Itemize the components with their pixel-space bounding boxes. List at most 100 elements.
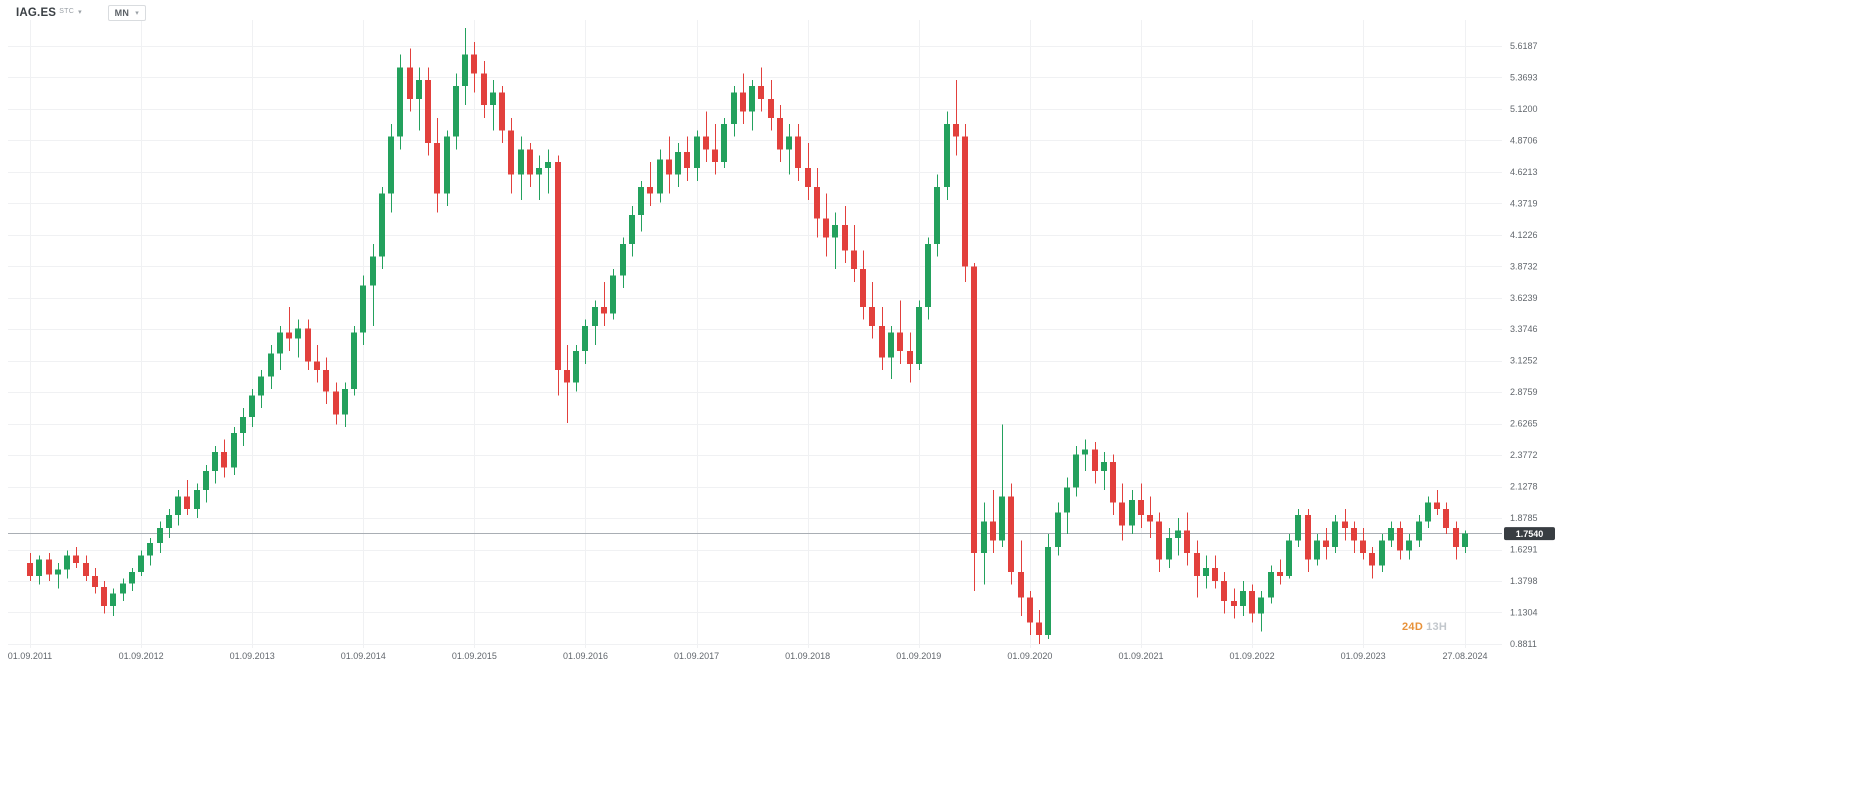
candle[interactable] <box>990 489 996 554</box>
candle[interactable] <box>768 79 774 131</box>
candle[interactable] <box>1138 483 1144 528</box>
candle[interactable] <box>786 124 792 175</box>
candle[interactable] <box>323 357 329 405</box>
candle[interactable] <box>1305 508 1311 573</box>
candle[interactable] <box>508 117 514 194</box>
candle[interactable] <box>221 439 227 478</box>
time-axis[interactable]: 01.09.2011 01.09.2012 01.09.2013 01.09.2014… <box>8 651 1488 661</box>
candle[interactable] <box>564 344 570 424</box>
candle[interactable] <box>694 130 700 181</box>
candle[interactable] <box>1147 496 1153 538</box>
candle[interactable] <box>638 180 644 232</box>
candle[interactable] <box>268 344 274 390</box>
candle[interactable] <box>1443 502 1449 535</box>
candle[interactable] <box>1453 521 1459 560</box>
candle[interactable] <box>592 300 598 345</box>
candle[interactable] <box>620 237 626 289</box>
candle[interactable] <box>712 124 718 175</box>
candle[interactable] <box>1249 584 1255 623</box>
candle[interactable] <box>203 464 209 503</box>
candle[interactable] <box>1184 512 1190 566</box>
candle[interactable] <box>518 136 524 200</box>
candle[interactable] <box>370 243 376 326</box>
candle[interactable] <box>1388 521 1394 547</box>
candle[interactable] <box>1369 546 1375 579</box>
candle[interactable] <box>869 281 875 339</box>
candle[interactable] <box>1314 534 1320 566</box>
candle[interactable] <box>1425 496 1431 528</box>
candle[interactable] <box>1295 508 1301 547</box>
candle[interactable] <box>231 426 237 475</box>
candle[interactable] <box>795 124 801 181</box>
candle[interactable] <box>1073 445 1079 497</box>
candle[interactable] <box>351 325 357 396</box>
candle[interactable] <box>1323 527 1329 560</box>
candle[interactable] <box>46 553 52 581</box>
candle[interactable] <box>610 269 616 320</box>
price-axis[interactable]: 5.6187 5.3693 5.1200 4.8706 4.6213 4.3719 4.12… <box>1510 41 1538 649</box>
candle[interactable] <box>83 555 89 581</box>
candle[interactable] <box>425 67 431 156</box>
candle[interactable] <box>545 149 551 194</box>
candle[interactable] <box>629 206 635 257</box>
candle[interactable] <box>295 319 301 358</box>
candle[interactable] <box>851 225 857 282</box>
candle[interactable] <box>157 521 163 554</box>
candle[interactable] <box>1110 454 1116 516</box>
candle[interactable] <box>1406 534 1412 560</box>
candle[interactable] <box>1351 521 1357 554</box>
candle[interactable] <box>277 325 283 371</box>
candle[interactable] <box>582 319 588 364</box>
candle[interactable] <box>1018 540 1024 617</box>
candle[interactable] <box>601 281 607 326</box>
candle[interactable] <box>962 124 968 282</box>
candle[interactable] <box>471 42 477 93</box>
candle[interactable] <box>1027 590 1033 636</box>
candle[interactable] <box>1119 483 1125 541</box>
candle[interactable] <box>499 86 505 143</box>
candle[interactable] <box>1082 439 1088 472</box>
candle[interactable] <box>1101 452 1107 490</box>
candle[interactable] <box>92 568 98 594</box>
candle[interactable] <box>1231 588 1237 619</box>
candle[interactable] <box>842 206 848 263</box>
candle[interactable] <box>573 344 579 392</box>
candle[interactable] <box>1156 512 1162 573</box>
candle[interactable] <box>333 382 339 425</box>
candle[interactable] <box>777 105 783 162</box>
candle[interactable] <box>703 111 709 162</box>
candle[interactable] <box>1166 527 1172 569</box>
candle[interactable] <box>907 332 913 383</box>
candle[interactable] <box>684 136 690 181</box>
candle[interactable] <box>666 136 672 194</box>
candle[interactable] <box>305 319 311 371</box>
candle[interactable] <box>1462 530 1468 554</box>
candle[interactable] <box>897 300 903 364</box>
candle[interactable] <box>888 325 894 379</box>
candle[interactable] <box>462 28 468 106</box>
candle[interactable] <box>1397 521 1403 560</box>
candle[interactable] <box>138 550 144 576</box>
candles-group[interactable] <box>27 28 1468 644</box>
candle[interactable] <box>823 193 829 257</box>
candle[interactable] <box>388 124 394 213</box>
candle[interactable] <box>1379 534 1385 573</box>
candle[interactable] <box>166 508 172 538</box>
candle[interactable] <box>73 546 79 569</box>
candle[interactable] <box>342 382 348 427</box>
candle[interactable] <box>1036 609 1042 644</box>
candle[interactable] <box>879 307 885 371</box>
candle[interactable] <box>240 407 246 446</box>
candle[interactable] <box>55 563 61 589</box>
candle[interactable] <box>1286 534 1292 579</box>
candle[interactable] <box>120 578 126 602</box>
candle[interactable] <box>814 168 820 238</box>
candle[interactable] <box>379 187 385 270</box>
candle[interactable] <box>194 483 200 518</box>
candle[interactable] <box>1194 540 1200 598</box>
candle[interactable] <box>971 262 977 591</box>
candle[interactable] <box>1277 559 1283 585</box>
